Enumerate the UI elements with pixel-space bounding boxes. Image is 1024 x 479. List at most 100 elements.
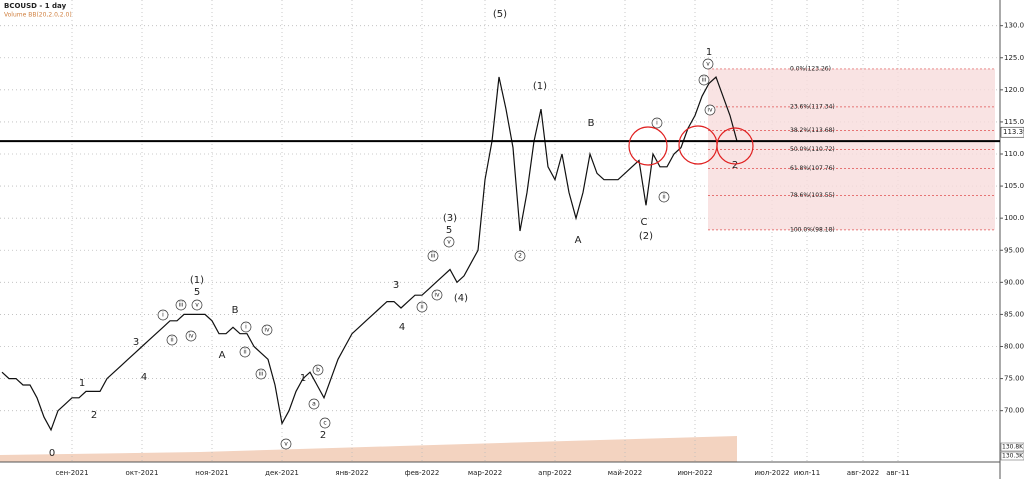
wave-label: v bbox=[706, 61, 710, 68]
wave-label: b bbox=[316, 367, 320, 374]
wave-circle bbox=[280, 438, 292, 450]
wave-label: 3 bbox=[133, 337, 139, 348]
wave-circle bbox=[514, 250, 526, 262]
wave-circle bbox=[166, 334, 178, 346]
wave-label: iii bbox=[178, 302, 183, 309]
wave-circle bbox=[255, 368, 267, 380]
x-tick-label: янв-2022 bbox=[335, 469, 368, 477]
wave-label: v bbox=[195, 302, 199, 309]
wave-label: (3) bbox=[443, 213, 457, 224]
wave-label: iv bbox=[434, 292, 440, 299]
wave-label: i bbox=[656, 120, 658, 127]
wave-label: ii bbox=[243, 349, 247, 356]
x-tick-label: сен-2021 bbox=[55, 469, 88, 477]
wave-circle bbox=[416, 301, 428, 313]
fib-label: 61.8%(107.76) bbox=[790, 165, 835, 172]
wave-label: 1 bbox=[300, 373, 306, 384]
wave-label: (1) bbox=[190, 275, 204, 286]
x-tick-label: июл-2022 bbox=[754, 469, 789, 477]
wave-circle bbox=[702, 58, 714, 70]
last-price-label: 113.39 bbox=[1003, 128, 1024, 136]
fib-label: 23.6%(117.34) bbox=[790, 103, 835, 110]
wave-label: 2 bbox=[91, 410, 97, 421]
wave-circle bbox=[185, 330, 197, 342]
y-tick-label: 80.00 bbox=[1004, 343, 1024, 351]
fib-label: 100.0%(98.18) bbox=[790, 226, 835, 233]
wave-label: A bbox=[575, 235, 582, 246]
wave-circle bbox=[651, 117, 663, 129]
x-tick-label: окт-2021 bbox=[126, 469, 159, 477]
wave-circle bbox=[240, 321, 252, 333]
volume-box bbox=[1000, 442, 1024, 452]
y-tick-label: 100.00 bbox=[1004, 214, 1024, 222]
wave-label: 4 bbox=[141, 372, 147, 383]
volume-area bbox=[0, 436, 737, 462]
x-tick-label: апр-2022 bbox=[538, 469, 572, 477]
fib-label: 78.6%(103.55) bbox=[790, 192, 835, 199]
wave-label: ii bbox=[662, 194, 666, 201]
wave-circle bbox=[443, 236, 455, 248]
highlight-circle bbox=[628, 126, 668, 166]
wave-label: 1 bbox=[706, 47, 712, 58]
fib-label: 50.0%(110.72) bbox=[790, 146, 835, 153]
wave-circle bbox=[427, 250, 439, 262]
y-tick-label: 130.00 bbox=[1004, 22, 1024, 30]
x-tick-label: ноя-2021 bbox=[195, 469, 228, 477]
y-tick-label: 125.00 bbox=[1004, 54, 1024, 62]
wave-label: B bbox=[588, 118, 595, 129]
volume-box bbox=[1000, 451, 1024, 461]
y-tick-label: 120.00 bbox=[1004, 86, 1024, 94]
wave-label: i bbox=[162, 312, 164, 319]
x-tick-label: июн-2022 bbox=[677, 469, 712, 477]
wave-label: (4) bbox=[454, 293, 468, 304]
y-tick-label: 110.00 bbox=[1004, 150, 1024, 158]
fib-zone bbox=[708, 68, 995, 230]
wave-label: iii bbox=[258, 371, 263, 378]
wave-label: ii bbox=[420, 304, 424, 311]
wave-label: iii bbox=[701, 77, 706, 84]
wave-label: 2 bbox=[518, 253, 522, 260]
wave-label: 2 bbox=[320, 430, 326, 441]
wave-label: 4 bbox=[399, 322, 405, 333]
fib-label: 0.0%(123.26) bbox=[790, 65, 831, 72]
wave-label: (1) bbox=[533, 81, 547, 92]
wave-label: v bbox=[284, 441, 288, 448]
y-tick-label: 105.00 bbox=[1004, 182, 1024, 190]
y-tick-label: 90.00 bbox=[1004, 278, 1024, 286]
y-tick-label: 70.00 bbox=[1004, 407, 1024, 415]
chart-title: BCOUSD - 1 day bbox=[4, 2, 67, 10]
wave-circle bbox=[319, 417, 331, 429]
wave-label: B bbox=[232, 305, 239, 316]
y-tick-label: 75.00 bbox=[1004, 375, 1024, 383]
wave-label: a bbox=[312, 401, 316, 408]
wave-label: A bbox=[219, 350, 226, 361]
last-price-box bbox=[1000, 126, 1024, 138]
x-tick-label: фев-2022 bbox=[405, 469, 440, 477]
wave-label: 5 bbox=[446, 225, 452, 236]
x-tick-label: авг-11 bbox=[886, 469, 910, 477]
wave-circle bbox=[312, 364, 324, 376]
wave-circle bbox=[175, 299, 187, 311]
wave-circle bbox=[658, 191, 670, 203]
wave-label: iv bbox=[188, 333, 194, 340]
wave-label: (5) bbox=[493, 9, 507, 20]
x-tick-label: май-2022 bbox=[608, 469, 642, 477]
wave-label: 2 bbox=[732, 160, 738, 171]
wave-label: iv bbox=[264, 327, 270, 334]
wave-label: 3 bbox=[393, 280, 399, 291]
volume-label: 130.3K bbox=[1002, 453, 1024, 460]
wave-label: 1 bbox=[79, 378, 85, 389]
chart-subtitle: Volume BB(20,2.0,2.0) bbox=[4, 12, 72, 19]
wave-circle bbox=[191, 299, 203, 311]
volume-label: 130.8K bbox=[1002, 444, 1024, 451]
y-tick-label: 85.00 bbox=[1004, 310, 1024, 318]
wave-circle bbox=[698, 74, 710, 86]
wave-circle bbox=[239, 346, 251, 358]
wave-circle bbox=[308, 398, 320, 410]
wave-label: 5 bbox=[194, 287, 200, 298]
wave-circle bbox=[157, 309, 169, 321]
wave-label: C bbox=[641, 217, 648, 228]
highlight-circle bbox=[716, 127, 754, 165]
wave-label: c bbox=[323, 420, 326, 427]
